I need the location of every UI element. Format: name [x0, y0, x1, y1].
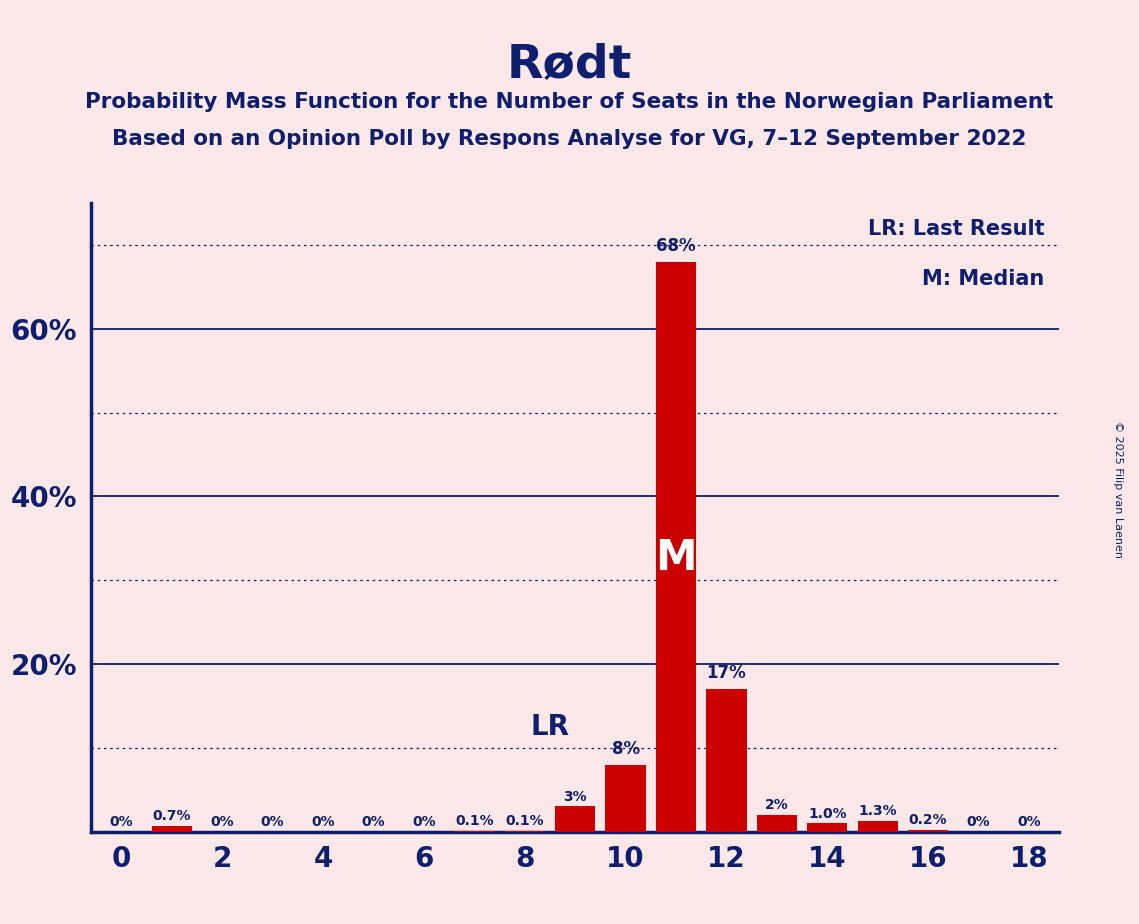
Bar — [555, 807, 596, 832]
Bar — [908, 830, 949, 832]
Text: 0.1%: 0.1% — [506, 814, 544, 828]
Text: Based on an Opinion Poll by Respons Analyse for VG, 7–12 September 2022: Based on an Opinion Poll by Respons Anal… — [113, 129, 1026, 150]
Bar — [656, 261, 696, 832]
Bar — [151, 826, 192, 832]
Text: © 2025 Filip van Laenen: © 2025 Filip van Laenen — [1114, 421, 1123, 558]
Text: 1.3%: 1.3% — [859, 804, 898, 818]
Text: M: Median: M: Median — [923, 269, 1044, 289]
Text: 68%: 68% — [656, 237, 696, 255]
Text: 2%: 2% — [765, 798, 789, 812]
Text: 0.1%: 0.1% — [456, 814, 493, 828]
Text: Probability Mass Function for the Number of Seats in the Norwegian Parliament: Probability Mass Function for the Number… — [85, 92, 1054, 113]
Text: 0%: 0% — [412, 815, 436, 829]
Text: LR: Last Result: LR: Last Result — [868, 219, 1044, 239]
Text: LR: LR — [531, 713, 570, 741]
Bar — [706, 689, 747, 832]
Text: 0%: 0% — [967, 815, 991, 829]
Text: 0.2%: 0.2% — [909, 813, 948, 827]
Text: 1.0%: 1.0% — [808, 807, 846, 821]
Text: 0%: 0% — [1017, 815, 1041, 829]
Bar — [808, 823, 847, 832]
Text: 0%: 0% — [109, 815, 133, 829]
Text: 0.7%: 0.7% — [153, 809, 191, 823]
Text: 0%: 0% — [211, 815, 233, 829]
Text: 0%: 0% — [362, 815, 385, 829]
Text: 0%: 0% — [311, 815, 335, 829]
Text: 3%: 3% — [564, 790, 587, 804]
Text: M: M — [655, 537, 697, 579]
Bar — [858, 821, 898, 832]
Bar — [756, 815, 797, 832]
Text: 17%: 17% — [706, 664, 746, 683]
Text: 0%: 0% — [261, 815, 285, 829]
Text: Rødt: Rødt — [507, 42, 632, 87]
Bar — [606, 764, 646, 832]
Text: 8%: 8% — [612, 740, 640, 758]
